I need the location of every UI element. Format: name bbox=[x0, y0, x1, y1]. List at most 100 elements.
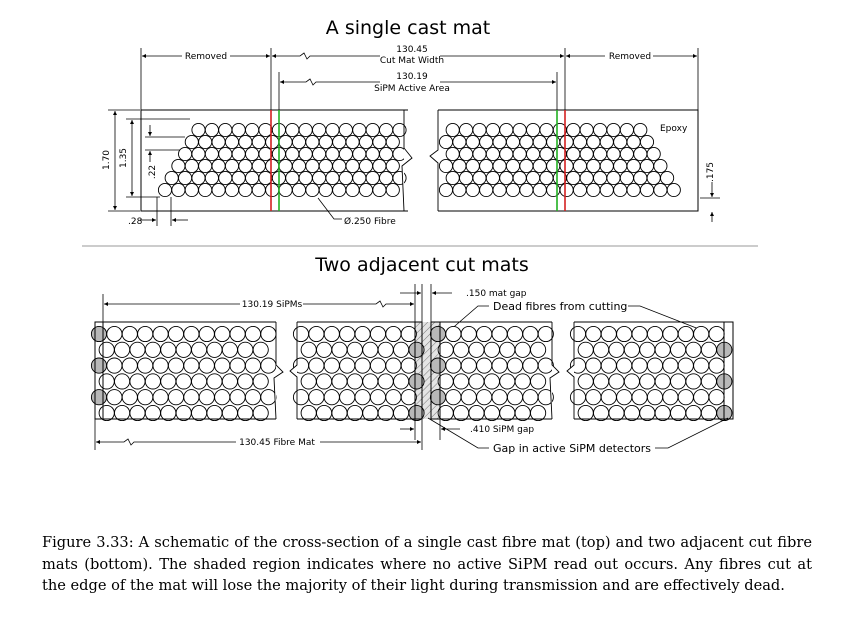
height-total: 1.70 bbox=[102, 150, 112, 170]
fibre bbox=[670, 341, 687, 358]
fibre bbox=[331, 404, 348, 422]
fibre bbox=[599, 182, 614, 198]
fibre bbox=[646, 389, 664, 406]
fibre bbox=[566, 146, 581, 162]
fibre bbox=[633, 122, 648, 138]
fibre bbox=[593, 341, 610, 358]
fibre bbox=[485, 146, 500, 162]
fibre bbox=[214, 325, 231, 343]
fibre bbox=[631, 389, 648, 406]
fibre bbox=[505, 182, 521, 198]
fibre bbox=[354, 389, 371, 406]
fibre bbox=[519, 182, 534, 198]
fibre bbox=[377, 341, 394, 358]
sipms-label: 130.19 SiPMs bbox=[242, 300, 303, 310]
fibre bbox=[352, 170, 367, 186]
fibre bbox=[331, 341, 348, 358]
fibre bbox=[514, 404, 531, 422]
fibre bbox=[393, 373, 410, 390]
fibre bbox=[191, 170, 206, 186]
fibre bbox=[244, 357, 262, 374]
fibre bbox=[626, 182, 641, 198]
fibre bbox=[318, 158, 333, 174]
fibre bbox=[577, 373, 594, 390]
fibre bbox=[245, 170, 260, 186]
top-break-right bbox=[429, 110, 439, 211]
fibre bbox=[354, 357, 371, 374]
fibre bbox=[206, 341, 223, 358]
fibre bbox=[308, 389, 325, 406]
fibre bbox=[377, 404, 394, 422]
fibre bbox=[346, 404, 363, 422]
fibre bbox=[231, 122, 246, 138]
fibre bbox=[445, 325, 462, 343]
fibre bbox=[305, 182, 320, 198]
fibre bbox=[499, 341, 516, 358]
fibre bbox=[616, 389, 633, 406]
fibre bbox=[218, 170, 233, 186]
fibre bbox=[499, 170, 514, 186]
fibre bbox=[231, 170, 246, 186]
fibre bbox=[693, 325, 710, 343]
col-offset: .28 bbox=[128, 217, 143, 227]
fibre bbox=[512, 122, 527, 138]
dim-sipm-gap bbox=[400, 419, 460, 440]
fibre bbox=[700, 404, 717, 422]
fibre bbox=[400, 389, 417, 406]
fibre bbox=[198, 357, 215, 374]
fibre bbox=[152, 357, 169, 374]
fibre bbox=[308, 325, 325, 343]
fibre bbox=[566, 170, 581, 186]
fibre bbox=[369, 357, 387, 374]
fibre bbox=[537, 325, 554, 343]
fibre bbox=[465, 182, 480, 198]
fibre bbox=[191, 146, 206, 162]
fibre bbox=[613, 182, 628, 198]
fibre bbox=[152, 325, 169, 343]
fibre bbox=[214, 389, 231, 406]
fibre bbox=[137, 325, 154, 343]
fibre bbox=[532, 182, 547, 198]
fibre bbox=[472, 122, 487, 138]
fibre bbox=[452, 182, 467, 198]
fibre bbox=[198, 134, 213, 150]
fibre bbox=[438, 134, 454, 150]
fibre bbox=[362, 404, 379, 422]
fibre bbox=[211, 158, 226, 174]
fibre bbox=[129, 373, 146, 390]
fibre bbox=[445, 389, 462, 406]
fibre bbox=[519, 158, 534, 174]
fibre bbox=[221, 404, 238, 422]
fibre bbox=[214, 357, 231, 374]
fibre bbox=[352, 122, 367, 138]
fibre bbox=[476, 389, 493, 406]
fibre bbox=[708, 357, 725, 374]
fibre bbox=[252, 373, 269, 390]
fibre bbox=[191, 341, 208, 358]
fibre bbox=[365, 122, 380, 138]
fibre bbox=[98, 404, 115, 422]
fibre bbox=[522, 325, 539, 343]
fibre bbox=[616, 357, 633, 374]
fibre bbox=[90, 325, 108, 343]
fibre bbox=[358, 158, 374, 174]
fibre bbox=[530, 341, 547, 358]
fibre-mat-label: 130.45 Fibre Mat bbox=[239, 438, 315, 448]
fibre bbox=[654, 373, 671, 390]
fibre bbox=[252, 404, 269, 422]
fibre bbox=[260, 325, 277, 343]
fibre bbox=[479, 158, 494, 174]
fibre bbox=[522, 389, 539, 406]
fibre bbox=[460, 389, 477, 406]
fibre bbox=[708, 325, 725, 343]
fibre bbox=[229, 325, 246, 343]
fibre bbox=[460, 325, 477, 343]
fibre bbox=[184, 182, 199, 198]
fibre bbox=[175, 341, 192, 358]
fibre bbox=[167, 389, 185, 406]
fibre bbox=[438, 182, 454, 198]
fibre bbox=[532, 158, 547, 174]
fibre bbox=[323, 389, 340, 406]
fibre bbox=[608, 341, 625, 358]
fibre bbox=[292, 389, 310, 406]
